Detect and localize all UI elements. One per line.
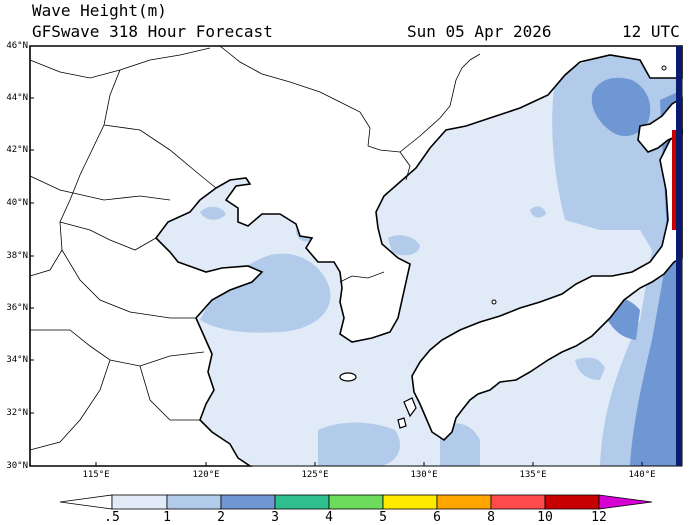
island-small-b xyxy=(661,65,667,71)
wave-band-2-3m-north xyxy=(591,77,651,137)
colorbar-cell-1 xyxy=(111,494,168,510)
x-tick-label: 115°E xyxy=(82,470,110,480)
colorbar-label: 5 xyxy=(379,510,387,525)
y-tick-label: 46°N xyxy=(6,41,28,51)
y-tick-label: 44°N xyxy=(6,93,28,103)
colorbar-cell-9 xyxy=(544,494,600,510)
y-tick-label: 42°N xyxy=(6,145,28,155)
x-tick-label: 130°E xyxy=(410,470,438,480)
y-tick-label: 38°N xyxy=(6,251,28,261)
colorbar-label: 3 xyxy=(271,510,279,525)
colorbar-label: 8 xyxy=(487,510,495,525)
political-borders xyxy=(29,45,481,451)
wave-band-1-2m-yellow-sea xyxy=(200,253,331,333)
colorbar-cell-3 xyxy=(220,494,276,510)
island-jeju xyxy=(339,372,357,382)
forecast-subtitle: GFSwave 318 Hour Forecast xyxy=(32,22,273,41)
colorbar-cell-4 xyxy=(274,494,330,510)
x-tick-label: 135°E xyxy=(519,470,547,480)
colorbar-label: 2 xyxy=(217,510,225,525)
forecast-time: 12 UTC xyxy=(622,22,680,41)
colorbar-cell-2 xyxy=(166,494,222,510)
y-tick-label: 32°N xyxy=(6,408,28,418)
y-tick-label: 34°N xyxy=(6,355,28,365)
colorbar-cell-under xyxy=(59,494,113,510)
colorbar-cell-6 xyxy=(382,494,438,510)
island-small-a xyxy=(491,299,497,305)
x-tick-label: 120°E xyxy=(192,470,220,480)
wave-band-1-2m-bohai xyxy=(200,206,226,220)
forecast-date: Sun 05 Apr 2026 xyxy=(407,22,552,41)
axis-ticks xyxy=(30,45,643,466)
y-tick-label: 30°N xyxy=(6,461,28,471)
land-mainland xyxy=(29,45,683,467)
chart-title: Wave Height(m) xyxy=(32,1,167,20)
x-tick-label: 140°E xyxy=(628,470,656,480)
colorbar-cell-8 xyxy=(490,494,546,510)
wave-band-1-2m-jp-south xyxy=(575,357,605,380)
colorbar-label: 6 xyxy=(433,510,441,525)
wave-band-1-2m-shore xyxy=(530,206,546,218)
land-japan xyxy=(411,128,683,442)
map-edge-band-red xyxy=(672,130,676,230)
y-tick-label: 40°N xyxy=(6,198,28,208)
map-edge-band xyxy=(676,46,682,466)
colorbar-label: 4 xyxy=(325,510,333,525)
colorbar-cell-7 xyxy=(436,494,492,510)
colorbar-cell-5 xyxy=(328,494,384,510)
colorbar-label: 12 xyxy=(591,510,607,525)
colorbar xyxy=(59,494,653,510)
y-tick-label: 36°N xyxy=(6,303,28,313)
wave-band-1-2m-korea-east xyxy=(388,235,420,256)
colorbar-label: 10 xyxy=(537,510,553,525)
colorbar-cell-over xyxy=(598,494,653,510)
colorbar-label: .5 xyxy=(104,510,120,525)
island-ryukyu xyxy=(397,397,417,429)
x-tick-label: 125°E xyxy=(301,470,329,480)
wave-band-1-2m-south xyxy=(318,422,400,466)
colorbar-label: 1 xyxy=(163,510,171,525)
